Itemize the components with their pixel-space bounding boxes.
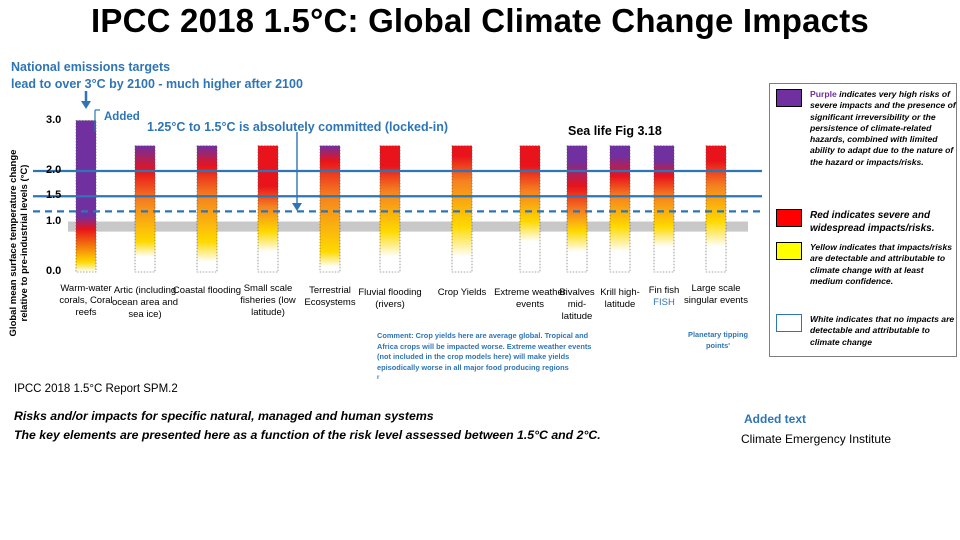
legend-lead-purple: Purple: [810, 89, 837, 99]
risk-bar: [196, 145, 218, 273]
category-label-text: Extreme weather events: [494, 287, 566, 310]
category-label-text: Coastal flooding: [172, 285, 242, 296]
category-label: Warm-water corals, Coral reefs: [48, 283, 124, 319]
arrow-head: [81, 101, 91, 109]
risk-bar: [379, 145, 401, 273]
category-label-text: Terrestrial Ecosystems: [304, 285, 356, 308]
category-label-text: Bivalves mid-latitude: [559, 287, 595, 322]
risk-bar: [451, 145, 473, 273]
legend-swatch-purple: [776, 89, 802, 107]
category-label: Terrestrial Ecosystems: [292, 285, 368, 309]
legend-swatch-red: [776, 209, 802, 227]
y-tick-label: 2.0: [46, 164, 62, 176]
risk-caption: Risks and/or impacts for specific natura…: [14, 407, 601, 445]
legend-box: Purple indicates very high risks of seve…: [769, 83, 957, 357]
observed-warming-band: [68, 221, 748, 232]
category-label: Fin fish FISH: [640, 285, 688, 309]
sea-life-label: Sea life Fig 3.18: [568, 124, 662, 138]
y-tick-label: 3.0: [46, 113, 62, 126]
y-tick-label: 0.0: [46, 265, 62, 277]
national-targets-line2: lead to over 3°C by 2100 - much higher a…: [11, 77, 303, 91]
risk-caption-line1: Risks and/or impacts for specific natura…: [14, 409, 434, 423]
y-tick-label: 1.0: [46, 214, 62, 227]
category-label-text: Small scale fisheries (low latitude): [240, 283, 296, 318]
national-targets-line1: National emissions targets: [11, 60, 171, 74]
category-label-text: Warm-water corals, Coral reefs: [59, 283, 113, 318]
added-text-label: Added text: [744, 412, 807, 426]
legend-text-red: Red indicates severe and widespread impa…: [810, 210, 935, 234]
category-label: Crop Yields: [424, 287, 500, 299]
arrow-head: [292, 203, 302, 211]
category-label: Extreme weather events: [492, 287, 568, 311]
legend-text-yellow: Yellow indicates that impacts/risks are …: [810, 242, 953, 286]
risk-bar: [705, 145, 727, 273]
risk-caption-line2: The key elements are presented here as a…: [14, 428, 601, 442]
risk-bar: [519, 145, 541, 273]
category-label: Artic (including ocean area and sea ice): [107, 285, 183, 321]
category-label: Bivalves mid-latitude: [553, 287, 601, 323]
y-tick-label: 1.5: [46, 189, 62, 202]
category-label: Large scale singular events: [678, 283, 754, 307]
category-label: Krill high-latitude: [596, 287, 644, 311]
category-label-text: Fin fish: [648, 285, 680, 296]
crop-comment: Comment: Crop yields here are average gl…: [377, 331, 599, 384]
category-label-extra: FISH: [653, 297, 675, 308]
category-label-text: Large scale singular events: [684, 283, 748, 306]
national-targets-note: National emissions targets lead to over …: [11, 59, 303, 93]
page-title: IPCC 2018 1.5°C: Global Climate Change I…: [91, 2, 869, 39]
risk-bar: [609, 145, 631, 273]
risk-bar: [319, 145, 341, 273]
risk-bar: [257, 145, 279, 273]
risk-bar: [566, 145, 588, 273]
risk-bar: [134, 145, 156, 273]
added-label: Added: [104, 111, 140, 123]
locked-in-label: 1.25°C to 1.5°C is absolutely committed …: [147, 120, 449, 134]
legend-text-purple: Purple indicates very high risks of seve…: [810, 89, 956, 168]
legend-text-white: White indicates that no impacts are dete…: [810, 314, 955, 347]
planetary-tipping-note: Planetary tipping points': [688, 330, 748, 350]
legend-swatch-yellow: [776, 242, 802, 260]
category-label-text: Krill high-latitude: [600, 287, 640, 310]
category-label-text: Artic (including ocean area and sea ice): [111, 285, 179, 320]
crop-comment-text: Comment: Crop yields here are average gl…: [377, 331, 592, 372]
legend-swatch-white: [776, 314, 802, 332]
legend-body-purple: indicates very high risks of severe impa…: [810, 89, 956, 167]
category-label-text: Crop Yields: [437, 287, 487, 298]
crop-comment-tail: r: [377, 375, 380, 382]
category-label: Coastal flooding: [169, 285, 245, 297]
category-label-text: Fluvial flooding (rivers): [358, 287, 422, 310]
institute-label: Climate Emergency Institute: [741, 432, 892, 446]
risk-bar: [653, 145, 675, 273]
category-label: Small scale fisheries (low latitude): [230, 283, 306, 319]
report-reference: IPCC 2018 1.5°C Report SPM.2: [14, 383, 178, 395]
category-label: Fluvial flooding (rivers): [352, 287, 428, 311]
